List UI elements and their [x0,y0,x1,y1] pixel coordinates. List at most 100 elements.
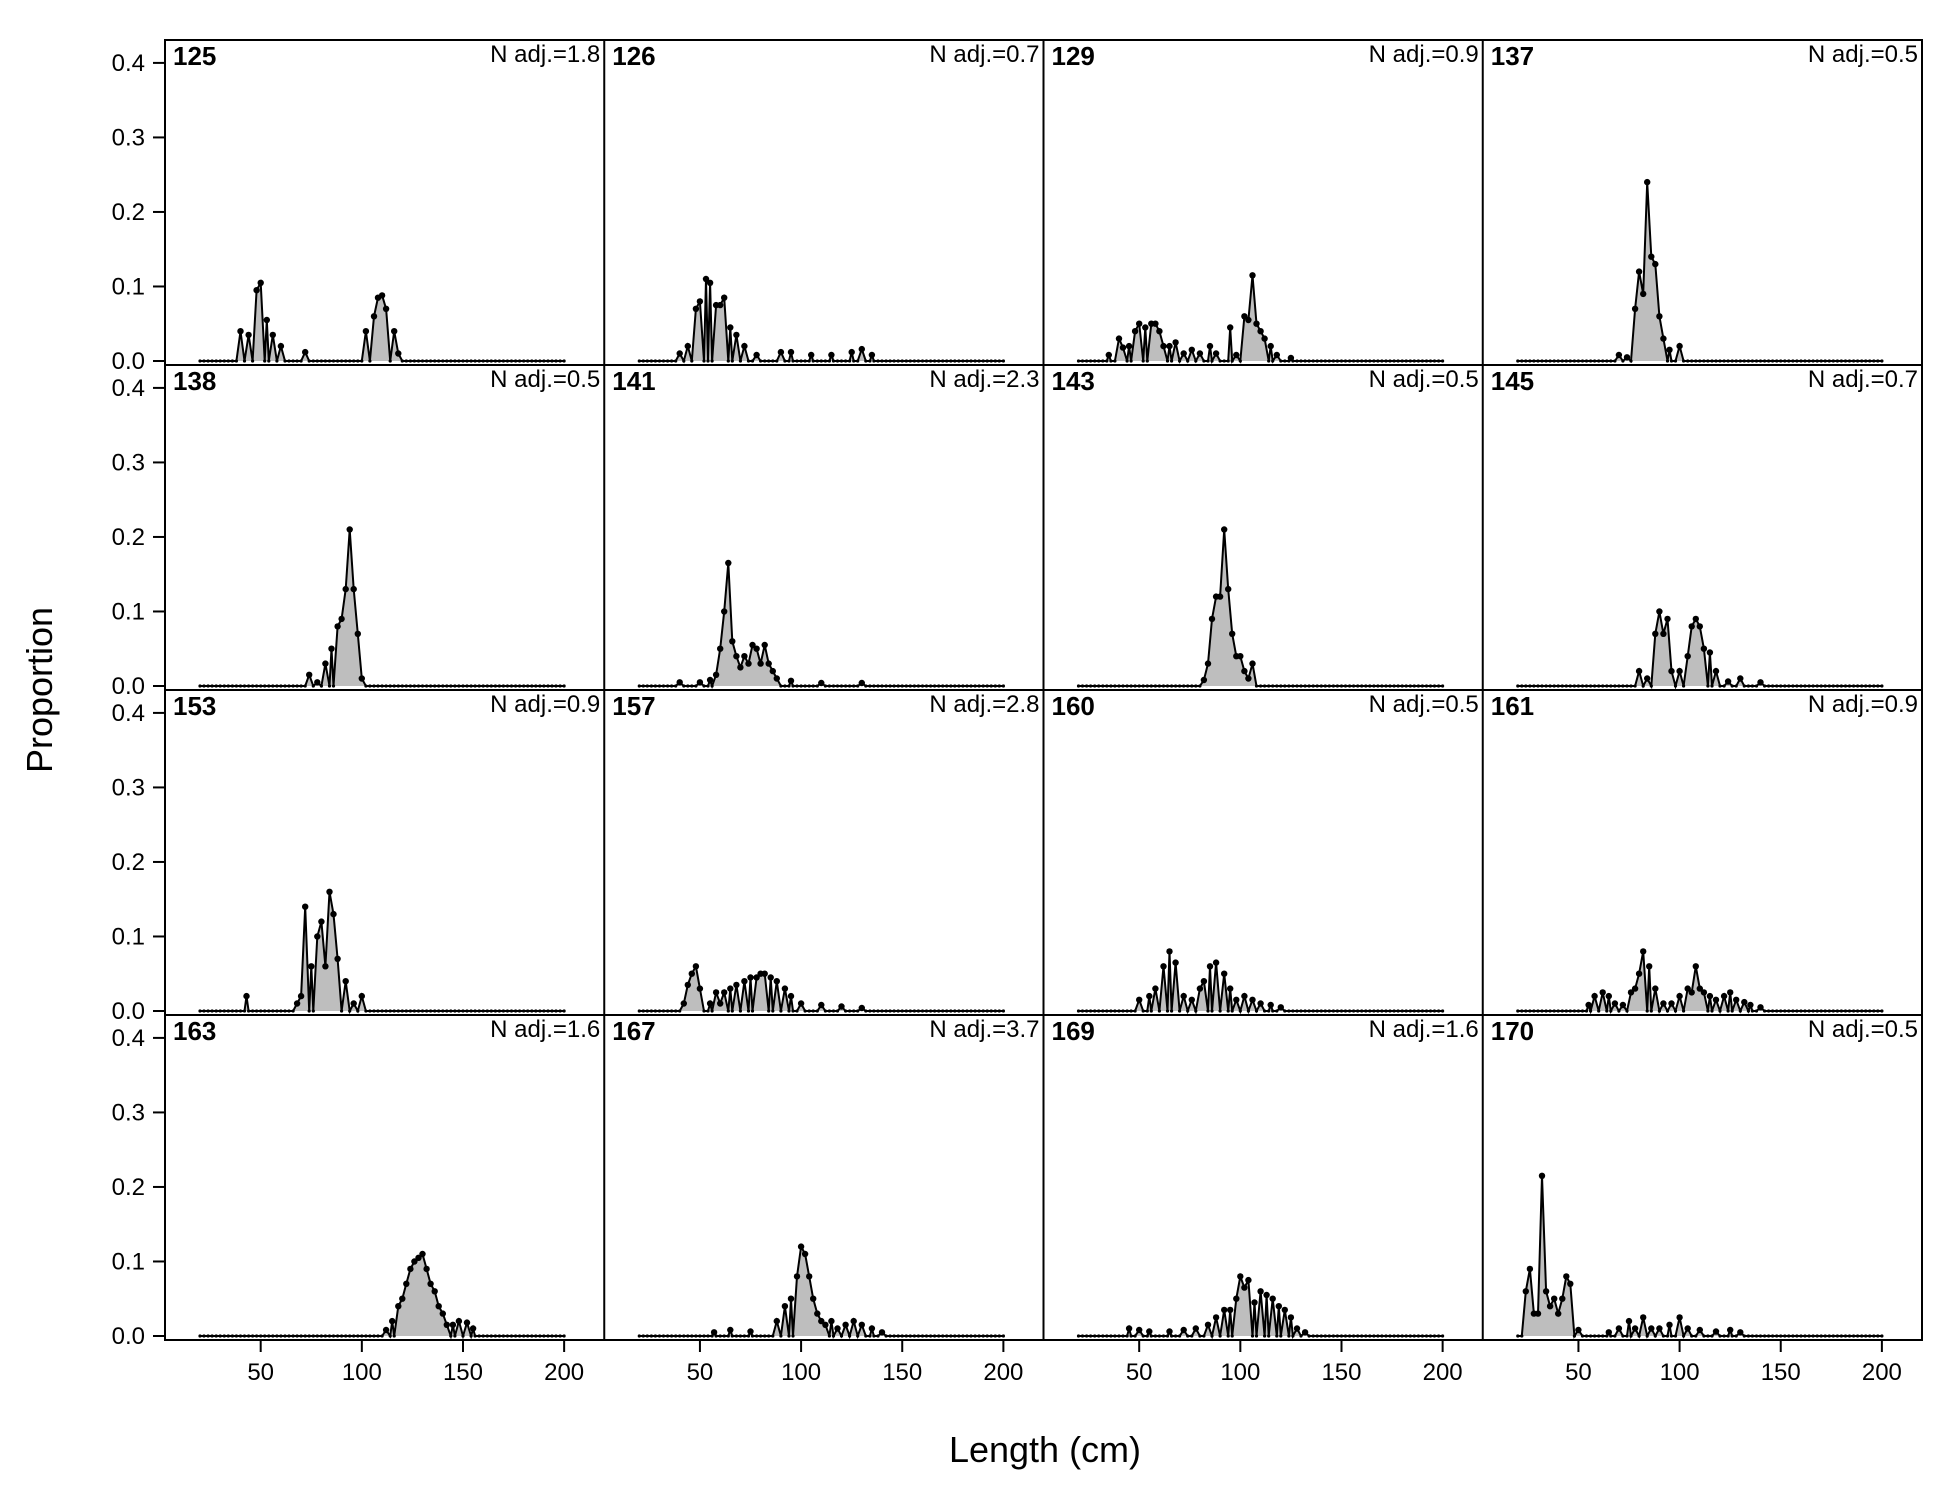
panel-169-point [1146,1328,1153,1335]
panel-163-point [368,1334,372,1338]
panel-145-point [1625,684,1629,688]
panel-161-point [1718,1009,1722,1013]
panel-137-point [1690,359,1694,363]
panel-157-point [645,1009,649,1013]
panel-138-point [350,585,357,593]
panel-125-point [445,359,449,363]
panel-145-point [1876,684,1880,688]
panel-169-point [1113,1334,1117,1338]
panel-153-point [263,1009,267,1013]
panel-126-point [916,359,921,363]
axes-layer: 0.00.10.20.30.40.00.10.20.30.40.00.10.20… [112,39,1923,1386]
panel-157-point [848,1009,852,1013]
panel-167-point [641,1334,645,1338]
panel-129-point [1165,359,1170,363]
y-tick-label: 0.1 [112,1248,145,1275]
y-tick-label: 0.2 [112,199,145,226]
panel-145-point [1609,684,1613,688]
panel-167-point [868,1334,872,1338]
panel-169-point [1198,1334,1202,1338]
panel-153-point [198,1009,202,1013]
panel-153-nadj: N adj.=0.9 [490,691,600,718]
panel-169-point [1275,1303,1283,1310]
panel-143-point [1352,684,1356,688]
y-tick-label: 0.2 [112,524,145,551]
panel-138-point [489,684,493,688]
panel-138-point [342,585,349,593]
panel-157-point [781,985,789,992]
panel-170-point [1847,1334,1852,1338]
panel-157-point [692,963,700,970]
panel-125-point [420,359,425,363]
panel-125-point [388,359,392,363]
panel-169-point [1089,1334,1093,1338]
panel-126-point [637,359,641,363]
panel-129-point [1311,359,1315,363]
panel-153-point [342,978,349,985]
panel-126-point [920,359,925,363]
panel-141-point [710,684,714,688]
panel-170-point [1712,1328,1720,1335]
panel-145-point [1589,684,1593,688]
panel-153-point [388,1009,392,1013]
panel-145-point [1872,684,1876,688]
panel-157-point [1001,1009,1006,1013]
panel-138-point [453,684,457,688]
panel-138-point [412,684,416,688]
panel-145-point [1860,684,1864,688]
panel-161-point [1611,1000,1619,1007]
panel-145-point [1635,667,1643,675]
panel-137-point [1609,359,1613,363]
panel-129-point [1327,359,1331,363]
panel-138-point [295,684,299,688]
panel-157-point [726,1009,730,1013]
panel-167-point [678,1334,682,1338]
panel-143-point [1384,684,1388,688]
panel-125-point [302,348,309,356]
panel-153-point [283,1009,287,1013]
panel-167-point [722,1334,726,1338]
panel-138-point [392,684,396,688]
panel-167-point [945,1334,949,1338]
panel-169-point [1080,1334,1085,1338]
panel-163-point [230,1334,234,1338]
panel-138-point [542,684,546,688]
panel-153-point [550,1009,554,1013]
panel-129-point [1097,359,1101,363]
panel-126-point [957,359,961,363]
panel-138-point [259,684,263,688]
panel-141-point [657,684,662,688]
panel-125-point [404,359,408,363]
panel-163-point [198,1334,202,1338]
panel-163-point [439,1310,446,1317]
panel-169-point [1121,1334,1125,1338]
panel-143-point [1178,684,1182,688]
panel-138-point [306,671,313,678]
panel-169-point [1105,1334,1109,1338]
panel-161-point [1657,1009,1661,1013]
panel-163-point [443,1321,450,1329]
panel-129-point [1105,351,1113,359]
panel-167-point [884,1334,888,1338]
panel-141-point [745,660,752,667]
panel-143-point [1291,684,1295,688]
panel-129-point [1339,359,1344,363]
panel-157-point [717,1000,724,1007]
panel-157-point [649,1009,654,1013]
panel-145-point [1660,630,1667,637]
panel-145-point [1706,649,1714,656]
panel-126-point [666,359,670,363]
panel-129-point [1227,324,1234,331]
panel-125-point [356,359,360,363]
panel-143-area [1078,529,1443,686]
panel-167-point [876,1334,880,1338]
panel-153-point [308,963,315,970]
panel-138-point [319,684,323,688]
panel-160-point [1221,970,1228,977]
panel-129-point [1202,359,1206,363]
panel-126-point [868,359,872,363]
panel-126-point [985,359,989,363]
panel-129-point [1307,359,1311,363]
panel-163-point [419,1250,426,1258]
panel-160-point [1210,1009,1214,1013]
